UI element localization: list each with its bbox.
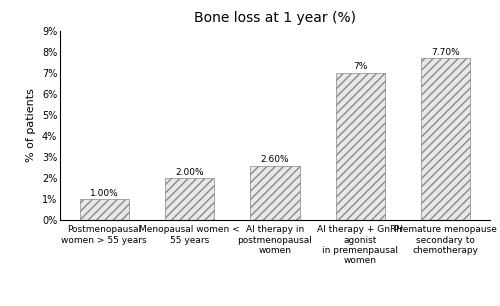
Bar xyxy=(165,178,214,220)
Title: Bone loss at 1 year (%): Bone loss at 1 year (%) xyxy=(194,11,356,25)
Text: 2.60%: 2.60% xyxy=(260,155,290,164)
Bar xyxy=(80,199,129,220)
Text: 7.70%: 7.70% xyxy=(432,48,460,57)
Y-axis label: % of patients: % of patients xyxy=(26,88,36,162)
Text: 1.00%: 1.00% xyxy=(90,189,118,198)
Bar xyxy=(336,73,385,220)
Text: 2.00%: 2.00% xyxy=(176,168,204,177)
Text: 7%: 7% xyxy=(353,62,368,72)
Bar xyxy=(421,58,470,220)
Bar xyxy=(250,166,300,220)
